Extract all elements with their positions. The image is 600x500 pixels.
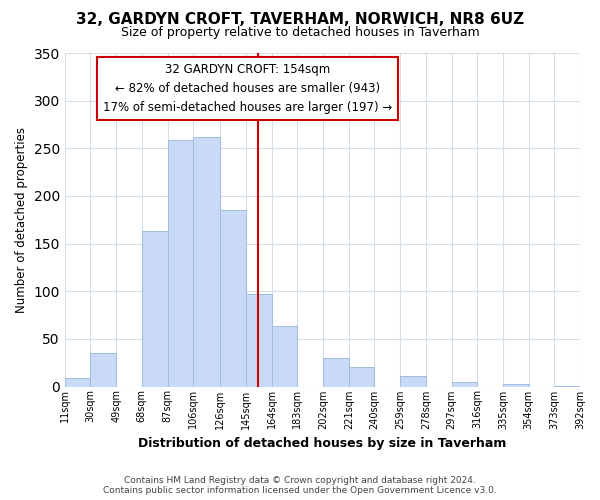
Bar bbox=[193, 137, 220, 386]
Text: 32 GARDYN CROFT: 154sqm
← 82% of detached houses are smaller (943)
17% of semi-d: 32 GARDYN CROFT: 154sqm ← 82% of detache… bbox=[103, 63, 392, 114]
Text: 32, GARDYN CROFT, TAVERHAM, NORWICH, NR8 6UZ: 32, GARDYN CROFT, TAVERHAM, NORWICH, NR8… bbox=[76, 12, 524, 28]
Bar bbox=[323, 358, 349, 386]
Text: Contains HM Land Registry data © Crown copyright and database right 2024.
Contai: Contains HM Land Registry data © Crown c… bbox=[103, 476, 497, 495]
Bar bbox=[246, 294, 272, 386]
Bar bbox=[65, 378, 91, 386]
Bar bbox=[400, 376, 426, 386]
Bar bbox=[503, 384, 529, 386]
Bar bbox=[167, 140, 193, 386]
Bar bbox=[220, 210, 246, 386]
Bar bbox=[349, 366, 374, 386]
Bar bbox=[91, 353, 116, 386]
Y-axis label: Number of detached properties: Number of detached properties bbox=[15, 127, 28, 313]
Text: Size of property relative to detached houses in Taverham: Size of property relative to detached ho… bbox=[121, 26, 479, 39]
Bar bbox=[272, 326, 298, 386]
X-axis label: Distribution of detached houses by size in Taverham: Distribution of detached houses by size … bbox=[138, 437, 506, 450]
Bar bbox=[142, 231, 167, 386]
Bar bbox=[452, 382, 477, 386]
